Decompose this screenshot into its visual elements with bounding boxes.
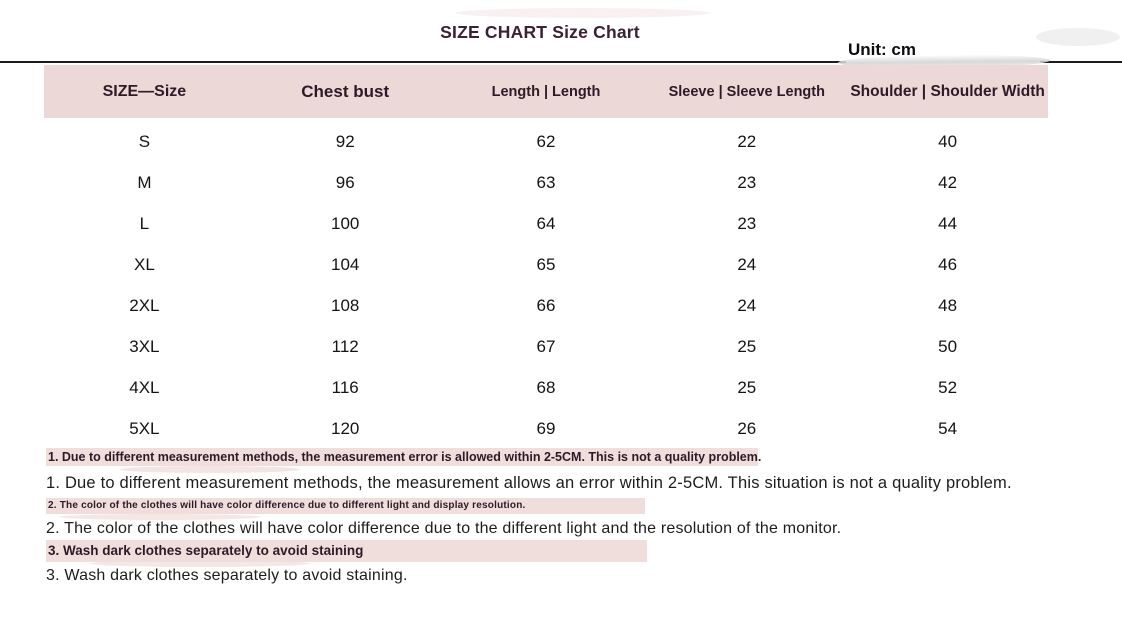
shoulder-cell: 42	[938, 172, 958, 192]
chest-cell: 104	[331, 254, 360, 274]
chest-cell: 100	[331, 213, 360, 233]
sleeve-cell: 24	[737, 254, 757, 274]
sleeve-cell: 23	[737, 213, 757, 233]
length-cell: 66	[536, 295, 556, 315]
sleeve-cell: 24	[737, 295, 757, 315]
shoulder-cell: 52	[938, 377, 958, 397]
size-cell: 2XL	[129, 295, 160, 315]
table-row: 3XL 112 67 25 50	[44, 326, 1048, 367]
table-header-row: SIZE—Size Chest bust Length | Length Sle…	[44, 65, 1048, 118]
shoulder-cell: 40	[938, 131, 958, 151]
chest-cell: 96	[335, 172, 355, 192]
length-cell: 69	[536, 418, 556, 438]
note-1-text: 1. Due to different measurement methods,…	[46, 474, 1012, 492]
size-cell: L	[139, 213, 150, 233]
length-cell: 68	[536, 377, 556, 397]
note-3-highlight: 3. Wash dark clothes separately to avoid…	[46, 540, 647, 562]
note-2-highlight: 2. The color of the clothes will have co…	[46, 498, 645, 514]
table-row: S 92 62 22 40	[44, 121, 1048, 162]
note-2-text: 2. The color of the clothes will have co…	[46, 520, 842, 537]
header-cell-size: SIZE—Size	[102, 82, 187, 100]
chest-cell: 120	[331, 418, 360, 438]
eraser-smudge	[120, 466, 300, 473]
shoulder-cell: 54	[938, 418, 958, 438]
header-cell-sleeve: Sleeve | Sleeve Length	[668, 83, 825, 100]
note-1-highlight: 1. Due to different measurement methods,…	[46, 448, 762, 466]
header-cell-shoulder: Shoulder | Shoulder Width	[850, 82, 1045, 100]
shoulder-cell: 46	[938, 254, 958, 274]
table-row: 4XL 116 68 25 52	[44, 367, 1048, 408]
header-cell-length: Length | Length	[491, 83, 601, 100]
table-row: 5XL 120 69 26 54	[44, 408, 1048, 449]
chest-cell: 108	[331, 295, 360, 315]
table-row: XL 104 65 24 46	[44, 244, 1048, 285]
table-row: M 96 63 23 42	[44, 162, 1048, 203]
size-cell: XL	[134, 254, 155, 274]
eraser-smudge	[455, 8, 710, 18]
table-row: 2XL 108 66 24 48	[44, 285, 1048, 326]
page-title: SIZE CHART Size Chart	[440, 22, 640, 42]
length-cell: 63	[536, 172, 556, 192]
shoulder-cell: 48	[938, 295, 958, 315]
note-3-text: 3. Wash dark clothes separately to avoid…	[46, 567, 408, 584]
table-body: S 92 62 22 40 M 96 63 23 42 L 100 64 23 …	[44, 121, 1048, 449]
length-cell: 62	[536, 131, 556, 151]
size-cell: S	[138, 131, 151, 151]
header-cell-chest: Chest bust	[301, 81, 390, 101]
length-cell: 67	[536, 336, 556, 356]
chest-cell: 116	[331, 377, 359, 397]
sleeve-cell: 26	[737, 418, 757, 438]
size-cell: 3XL	[129, 336, 160, 356]
length-cell: 65	[536, 254, 556, 274]
size-cell: 5XL	[129, 418, 160, 438]
unit-label: Unit: cm	[848, 40, 916, 59]
divider-line-left	[0, 61, 846, 63]
shoulder-cell: 44	[938, 213, 958, 233]
shoulder-cell: 50	[938, 336, 958, 356]
sleeve-cell: 22	[737, 131, 757, 151]
divider-line-right	[1040, 61, 1122, 63]
table-row: L 100 64 23 44	[44, 203, 1048, 244]
chest-cell: 92	[335, 131, 355, 151]
chest-cell: 112	[331, 336, 359, 356]
size-cell: 4XL	[129, 377, 160, 397]
sleeve-cell: 23	[737, 172, 757, 192]
sleeve-cell: 25	[737, 377, 757, 397]
length-cell: 64	[536, 213, 556, 233]
size-cell: M	[137, 172, 152, 192]
sleeve-cell: 25	[737, 336, 757, 356]
